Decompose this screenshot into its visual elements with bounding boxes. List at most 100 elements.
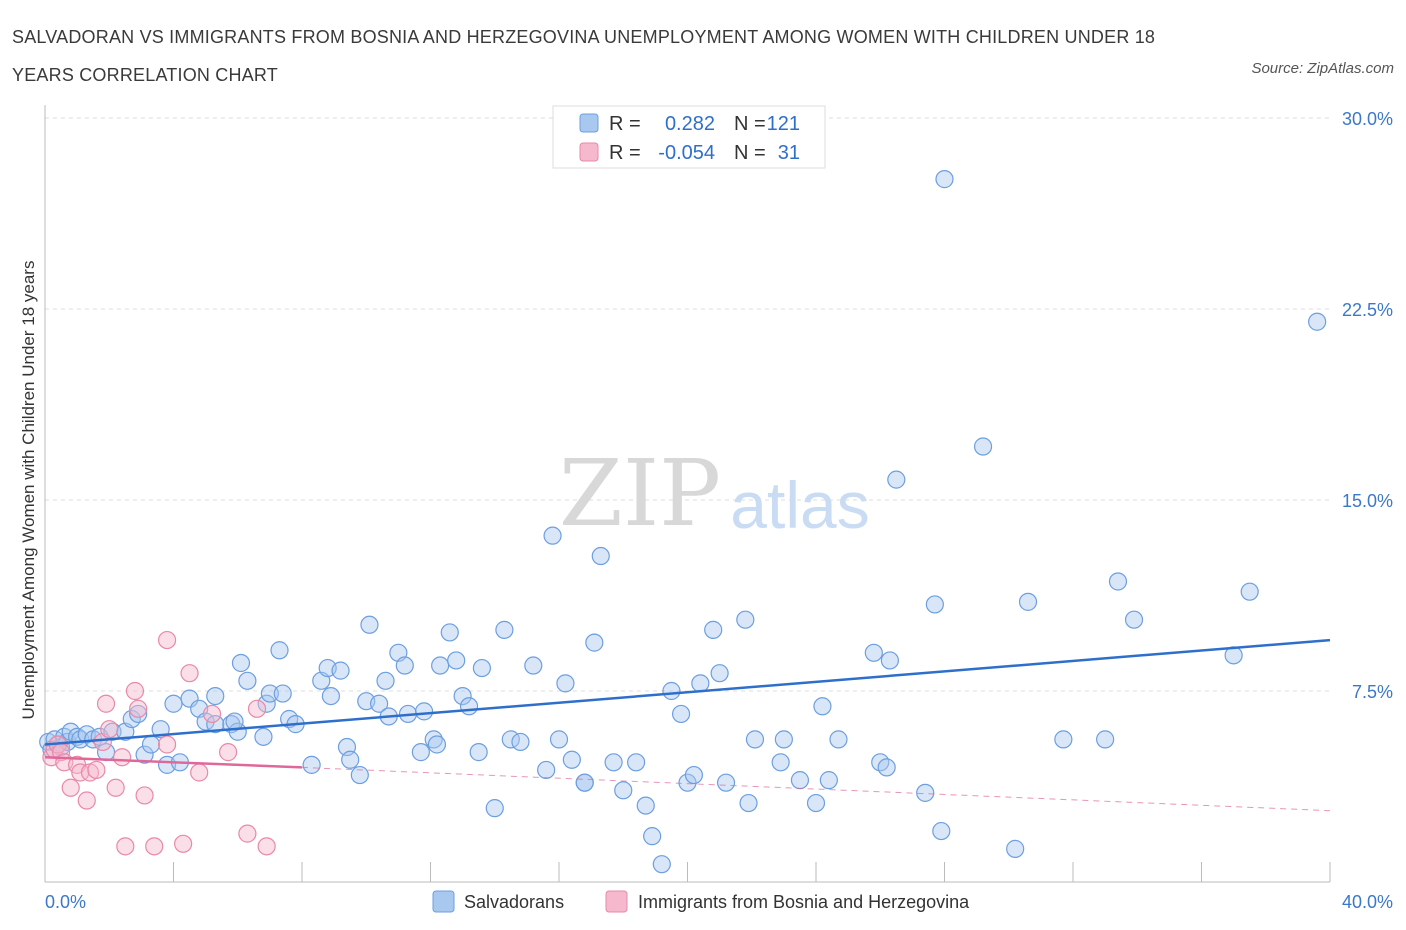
- point-salvadorans: [206, 686, 225, 706]
- point-salvadorans: [321, 686, 341, 706]
- source-note: Source: ZipAtlas.com: [1251, 60, 1394, 77]
- point-salvadorans: [973, 437, 993, 456]
- point-salvadorans: [395, 656, 414, 675]
- point-salvadorans: [431, 656, 450, 675]
- point-salvadorans: [370, 694, 389, 713]
- point-bosnia: [96, 694, 116, 713]
- point-salvadorans: [360, 615, 379, 634]
- bottom-legend-bosnia: Immigrants from Bosnia and Herzegovina: [638, 892, 970, 912]
- point-salvadorans: [932, 821, 951, 841]
- point-salvadorans: [745, 730, 765, 749]
- point-bosnia: [112, 748, 132, 767]
- x-tick-max: 40.0%: [1342, 892, 1393, 912]
- point-salvadorans: [591, 546, 610, 566]
- point-salvadorans: [736, 610, 755, 629]
- point-salvadorans: [543, 526, 562, 545]
- point-salvadorans: [164, 694, 183, 713]
- point-salvadorans: [537, 760, 556, 780]
- y-tick-labels: 7.5% 15.0% 22.5% 30.0%: [1342, 109, 1393, 702]
- point-salvadorans: [453, 686, 472, 706]
- point-salvadorans: [135, 745, 154, 764]
- point-salvadorans: [341, 750, 360, 769]
- grid-lines: [45, 117, 1330, 692]
- point-salvadorans: [376, 671, 395, 690]
- point-salvadorans: [864, 643, 883, 662]
- point-salvadorans: [1124, 610, 1144, 629]
- point-salvadorans: [1308, 312, 1327, 331]
- point-salvadorans: [925, 595, 944, 614]
- point-bosnia: [116, 837, 135, 856]
- point-bosnia: [61, 778, 80, 797]
- legend-r-value-1: -0.054: [658, 142, 715, 164]
- point-bosnia: [106, 778, 125, 797]
- point-salvadorans: [524, 656, 543, 675]
- point-salvadorans: [829, 730, 848, 749]
- point-salvadorans: [459, 697, 479, 716]
- point-bosnia: [157, 735, 177, 754]
- point-bosnia: [247, 699, 267, 718]
- point-salvadorans: [511, 732, 530, 752]
- point-salvadorans: [1108, 572, 1128, 591]
- point-salvadorans: [916, 783, 935, 802]
- point-salvadorans: [562, 750, 581, 769]
- point-salvadorans: [129, 704, 148, 724]
- point-salvadorans: [556, 674, 575, 693]
- point-salvadorans: [704, 620, 723, 639]
- point-salvadorans: [575, 773, 594, 792]
- point-salvadorans: [151, 720, 170, 739]
- point-salvadorans: [469, 743, 488, 762]
- point-salvadorans: [604, 753, 623, 772]
- point-salvadorans: [302, 755, 321, 774]
- point-bosnia: [87, 760, 106, 780]
- point-bosnia: [77, 791, 96, 810]
- point-salvadorans: [790, 771, 810, 790]
- point-salvadorans: [424, 730, 443, 749]
- point-salvadorans: [1006, 839, 1025, 858]
- bottom-legend: Salvadorans Immigrants from Bosnia and H…: [432, 890, 970, 913]
- chart-title: SALVADORAN VS IMMIGRANTS FROM BOSNIA AND…: [12, 27, 1156, 85]
- point-salvadorans: [549, 730, 569, 749]
- bottom-legend-swatch-pink: [605, 890, 628, 913]
- point-salvadorans: [636, 796, 655, 815]
- point-bosnia: [129, 699, 148, 718]
- point-salvadorans: [771, 753, 790, 772]
- point-salvadorans: [614, 781, 633, 800]
- point-salvadorans: [260, 684, 279, 703]
- point-salvadorans: [880, 651, 899, 670]
- legend-swatch-pink: [579, 142, 599, 162]
- point-bosnia: [238, 824, 257, 843]
- point-salvadorans: [238, 671, 257, 690]
- legend-r-label-0: R =: [609, 113, 641, 135]
- point-salvadorans: [684, 765, 704, 785]
- axes: [44, 105, 1331, 883]
- y-tick-label: 15.0%: [1342, 491, 1393, 511]
- point-salvadorans: [427, 735, 447, 754]
- point-salvadorans: [141, 735, 161, 754]
- point-salvadorans: [887, 470, 906, 489]
- point-salvadorans: [1096, 730, 1115, 749]
- watermark-zip: ZIP: [559, 440, 721, 547]
- point-bosnia: [145, 837, 164, 856]
- point-salvadorans: [485, 799, 504, 818]
- x-tick-min: 0.0%: [45, 892, 86, 912]
- y-tick-label: 22.5%: [1342, 300, 1393, 320]
- point-salvadorans: [1054, 730, 1073, 749]
- point-salvadorans: [231, 653, 251, 673]
- point-salvadorans: [585, 633, 604, 652]
- trend-salvadorans: [44, 638, 1331, 746]
- point-bosnia: [190, 763, 209, 782]
- point-salvadorans: [257, 694, 276, 713]
- point-salvadorans: [774, 730, 793, 749]
- point-salvadorans: [1240, 582, 1259, 601]
- y-axis-label: Unemployment Among Women with Children U…: [19, 261, 38, 720]
- point-salvadorans: [652, 855, 671, 874]
- point-bosnia: [174, 834, 193, 853]
- trend-lines: [44, 638, 1331, 812]
- point-salvadorans: [710, 664, 729, 683]
- y-tick-label: 30.0%: [1342, 109, 1393, 129]
- point-salvadorans: [716, 773, 736, 792]
- series-bosnia: [42, 630, 276, 856]
- y-tick-label: 7.5%: [1352, 682, 1393, 702]
- trend-bosnia: [44, 755, 303, 769]
